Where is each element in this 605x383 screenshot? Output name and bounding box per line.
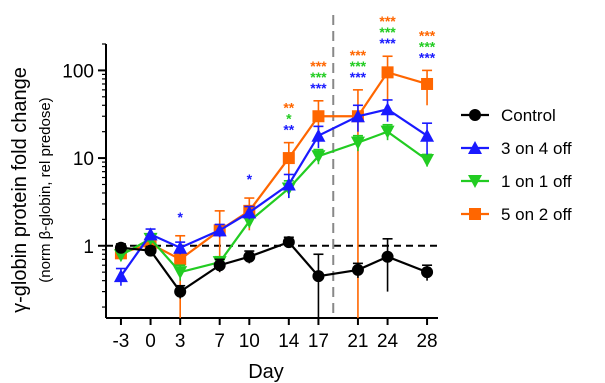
series-control xyxy=(114,236,434,318)
y-axis-subtitle: (norm β-globin, rel predose) xyxy=(37,97,54,282)
significance-annotations: ********************************** ******… xyxy=(177,13,435,225)
data-point xyxy=(350,109,365,123)
x-tick-label: 24 xyxy=(377,331,399,352)
y-tick-label: 100 xyxy=(62,61,94,82)
legend-item: 3 on 4 off xyxy=(461,139,572,158)
x-tick-label: 0 xyxy=(145,331,156,352)
y-axis-title: γ-globin protein fold change xyxy=(9,67,31,313)
x-tick-label: 10 xyxy=(239,331,260,352)
data-point xyxy=(174,285,187,298)
series xyxy=(113,55,435,318)
data-point xyxy=(421,77,434,90)
significance-marker: *** xyxy=(419,49,436,65)
data-point xyxy=(381,66,394,79)
data-point xyxy=(380,125,395,139)
x-tick-label: 28 xyxy=(416,331,437,352)
data-point xyxy=(421,266,434,279)
series-3-on-4-off xyxy=(113,99,435,286)
x-tick-label: 17 xyxy=(308,331,329,352)
data-point xyxy=(243,250,256,263)
data-point xyxy=(281,177,296,191)
data-point xyxy=(242,215,257,229)
x-tick-label: 21 xyxy=(347,331,368,352)
reference-lines xyxy=(106,15,438,318)
legend-label: Control xyxy=(501,106,556,125)
ticks: 1 10 100 -3 0 3 7 10 14 17 21 24 28 xyxy=(62,43,438,352)
legend-item: Control xyxy=(461,106,556,125)
data-point xyxy=(212,223,227,237)
data-point xyxy=(213,259,226,272)
data-point xyxy=(312,270,325,283)
legend-item: 5 on 2 off xyxy=(461,205,572,224)
data-point xyxy=(420,128,435,142)
data-point xyxy=(312,110,325,123)
data-point xyxy=(173,240,188,254)
series-line xyxy=(120,108,428,277)
legend: Control 3 on 4 off 1 on 1 off 5 on 2 off xyxy=(461,106,572,224)
data-point xyxy=(351,263,364,276)
legend-swatch-marker xyxy=(468,141,482,154)
data-point xyxy=(282,236,295,249)
significance-marker: *** xyxy=(350,58,367,74)
significance-marker: ** xyxy=(283,100,294,116)
legend-label: 1 on 1 off xyxy=(501,172,572,191)
legend-swatch-marker xyxy=(469,208,481,220)
significance-marker: * xyxy=(247,171,253,187)
data-point xyxy=(143,227,158,241)
y-tick-label: 10 xyxy=(73,149,94,170)
series-line xyxy=(120,71,428,261)
data-point xyxy=(311,150,326,164)
significance-marker: *** xyxy=(310,80,327,96)
significance-marker: *** xyxy=(350,69,367,85)
legend-label: 5 on 2 off xyxy=(501,205,572,224)
significance-marker: *** xyxy=(310,69,327,85)
x-axis-title: Day xyxy=(248,361,284,383)
data-point xyxy=(173,266,188,280)
significance-marker: * xyxy=(286,111,292,127)
significance-marker: ** xyxy=(283,122,294,138)
significance-marker: *** xyxy=(350,47,367,63)
legend-swatch-marker xyxy=(468,175,482,188)
data-point xyxy=(114,241,127,254)
x-tick-label: 7 xyxy=(214,331,225,352)
series-line xyxy=(120,240,428,294)
data-point xyxy=(174,253,187,266)
legend-label: 3 on 4 off xyxy=(501,139,572,158)
significance-marker: *** xyxy=(419,27,436,43)
x-tick-label: 14 xyxy=(278,331,300,352)
data-point xyxy=(311,128,326,142)
significance-marker: *** xyxy=(379,35,396,51)
y-tick-label: 1 xyxy=(83,237,94,258)
significance-marker: *** xyxy=(379,13,396,29)
data-point xyxy=(282,152,295,165)
data-point xyxy=(350,136,365,150)
significance-marker: * xyxy=(177,209,183,225)
data-point xyxy=(144,244,157,257)
data-point xyxy=(420,154,435,168)
data-point xyxy=(381,250,394,263)
data-point xyxy=(380,102,395,116)
series-line xyxy=(120,130,428,274)
significance-marker: *** xyxy=(379,24,396,40)
significance-marker: *** xyxy=(310,58,327,74)
legend-item: 1 on 1 off xyxy=(461,172,572,191)
series-5-on-2-off xyxy=(114,55,434,318)
x-tick-label: 3 xyxy=(175,331,186,352)
data-point xyxy=(242,205,257,219)
x-tick-label: -3 xyxy=(112,331,129,352)
data-point xyxy=(113,269,128,283)
legend-swatch-marker xyxy=(469,109,481,121)
significance-marker: *** xyxy=(419,38,436,54)
